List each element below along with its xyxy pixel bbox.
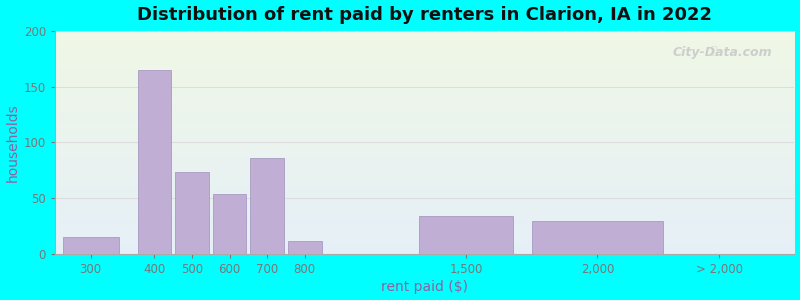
Text: City-Data.com: City-Data.com — [673, 46, 772, 59]
Bar — [532, 221, 663, 254]
Y-axis label: households: households — [6, 103, 19, 182]
Bar — [288, 241, 322, 254]
Bar — [138, 70, 171, 254]
Bar — [62, 238, 119, 254]
Title: Distribution of rent paid by renters in Clarion, IA in 2022: Distribution of rent paid by renters in … — [138, 6, 712, 24]
Bar — [250, 158, 284, 254]
Bar — [175, 172, 209, 254]
Text: 🌐: 🌐 — [710, 46, 717, 56]
Bar — [419, 216, 513, 254]
X-axis label: rent paid ($): rent paid ($) — [382, 280, 468, 294]
Bar — [213, 194, 246, 254]
